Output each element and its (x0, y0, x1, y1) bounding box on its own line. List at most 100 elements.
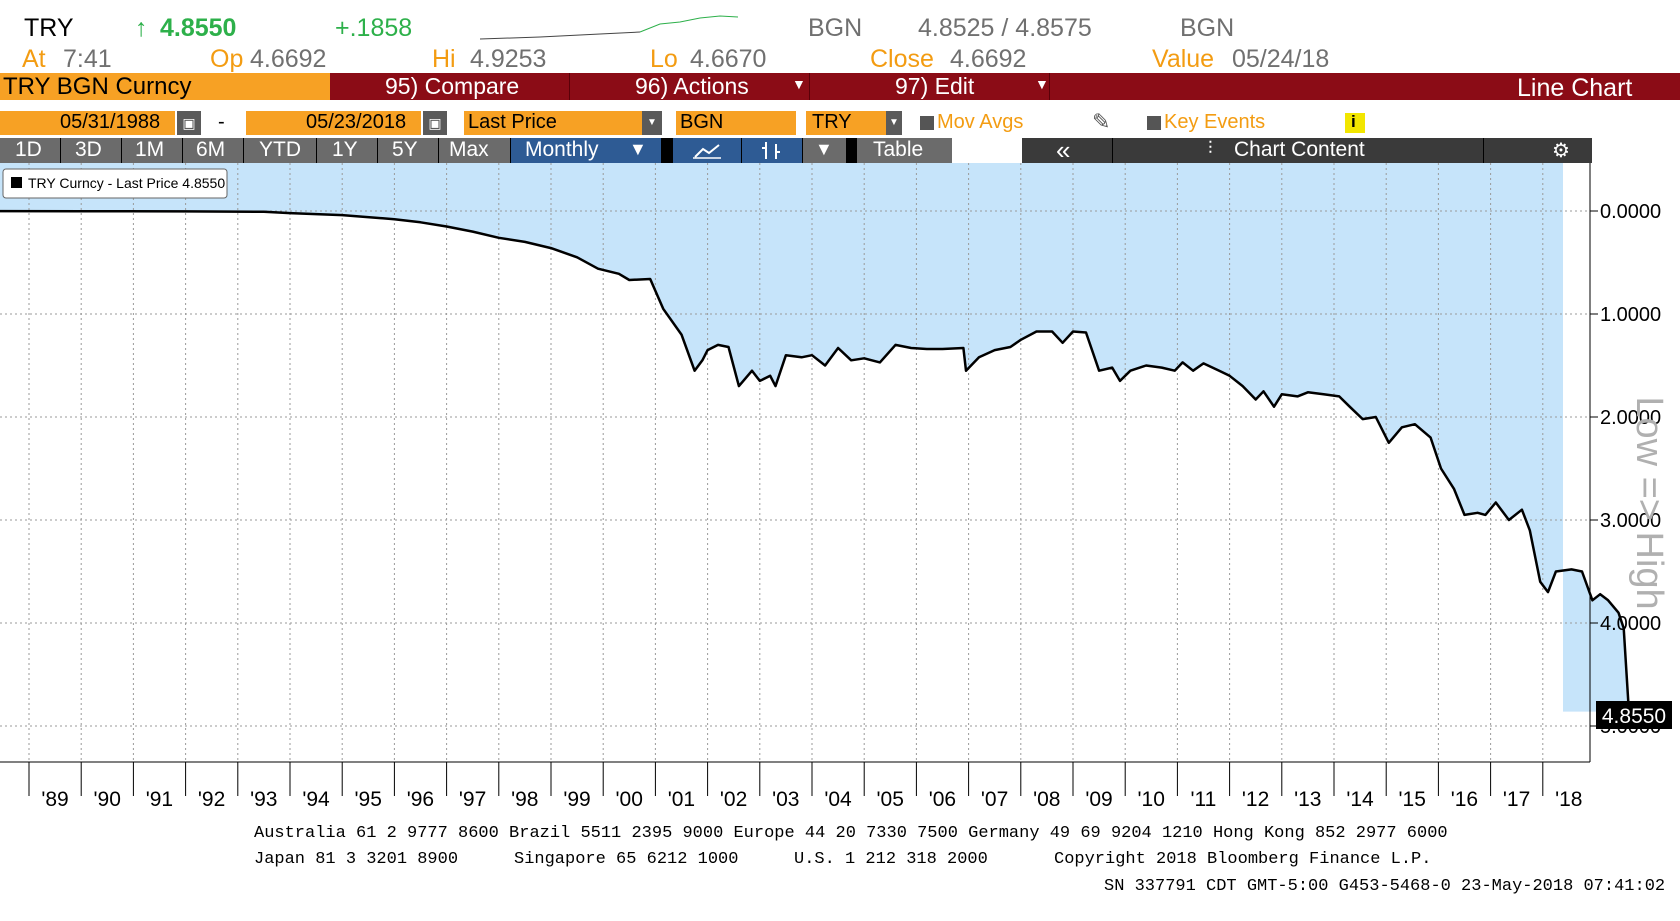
close-label: Close (870, 45, 934, 73)
actions-dropdown-icon: ▼ (792, 76, 806, 92)
footer-contacts: Australia 61 2 9777 8600 Brazil 5511 239… (254, 824, 1448, 843)
bar-chart-type-button[interactable] (742, 138, 802, 163)
x-tick-label: '17 (1503, 788, 1530, 811)
period-5y[interactable]: 5Y (378, 138, 438, 163)
x-tick-label: '15 (1399, 788, 1426, 811)
line-chart-icon (693, 144, 721, 159)
end-calendar-icon[interactable]: ▣ (423, 111, 447, 135)
pencil-icon[interactable]: ✎ (1092, 109, 1111, 134)
actions-label: 96) Actions (635, 73, 749, 99)
x-tick-label: '10 (1138, 788, 1165, 811)
source-select[interactable]: BGN (676, 111, 796, 135)
field-value: Last Price (468, 111, 557, 133)
start-calendar-icon[interactable]: ▣ (177, 111, 201, 135)
period-3d[interactable]: 3D (61, 138, 121, 163)
period-6m[interactable]: 6M (183, 138, 243, 163)
price-line (0, 209, 1631, 712)
mov-avgs-checkbox[interactable] (920, 116, 934, 130)
chart-type-dropdown[interactable]: ▼ (803, 138, 846, 163)
frequency-value: Monthly (525, 138, 599, 161)
collapse-button[interactable]: « (1022, 135, 1112, 165)
period-ytd[interactable]: YTD (244, 138, 316, 163)
x-tick-label: '14 (1346, 788, 1374, 811)
security-field[interactable]: TRY BGN Curncy (0, 73, 330, 100)
x-tick-label: '08 (1033, 788, 1060, 811)
table-button[interactable]: Table (857, 138, 952, 163)
start-date: 05/31/1988 (60, 111, 161, 133)
currency-select[interactable]: TRY (806, 111, 886, 135)
period-1m[interactable]: 1M (122, 138, 182, 163)
x-tick-label: '95 (355, 788, 382, 811)
sparkline (480, 15, 739, 40)
source-value: BGN (680, 111, 724, 133)
actions-menu[interactable]: 96) Actions ▼ (570, 73, 810, 100)
low-label: Lo (650, 45, 678, 73)
x-tick-label: '91 (146, 788, 173, 811)
up-arrow-icon: ↑ (135, 14, 148, 42)
period-1d-label: 1D (15, 138, 42, 161)
line-chart-type-button[interactable] (673, 138, 741, 163)
x-tick-label: '92 (198, 788, 225, 811)
field-select[interactable]: Last Price (464, 111, 642, 135)
low-value: 4.6670 (690, 45, 767, 73)
last-value-label: 4.8550 (1602, 705, 1666, 728)
y-axis-label: Low => High (1628, 396, 1670, 609)
legend-label: TRY Curncy - Last Price 4.8550 (28, 175, 225, 191)
close-value: 4.6692 (950, 45, 1027, 73)
x-tick-label: '00 (616, 788, 643, 811)
high-value: 4.9253 (470, 45, 547, 73)
period-5y-label: 5Y (392, 138, 418, 161)
x-tick-label: '11 (1190, 788, 1216, 811)
x-tick-label: '04 (824, 788, 852, 811)
start-date-field[interactable]: 05/31/1988 (0, 111, 175, 135)
compare-button[interactable]: 95) Compare (330, 73, 570, 100)
currency-value: TRY (812, 111, 852, 133)
high-label: Hi (432, 45, 456, 73)
x-tick-label: '18 (1555, 788, 1582, 811)
price-change: +.1858 (335, 14, 413, 42)
field-dropdown-icon[interactable]: ▼ (642, 111, 662, 135)
chart-type-dropdown-icon: ▼ (815, 139, 833, 159)
end-date-field[interactable]: 05/23/2018 (246, 111, 421, 135)
chart-content-button[interactable]: ⫶ Chart Content (1113, 138, 1483, 163)
period-1d[interactable]: 1D (0, 138, 60, 163)
info-icon-glyph: i (1351, 112, 1356, 131)
double-chevron-left-icon: « (1056, 135, 1071, 165)
chart-content-label: Chart Content (1234, 138, 1365, 161)
x-tick-label: '09 (1085, 788, 1112, 811)
end-date: 05/23/2018 (306, 111, 407, 133)
currency-dropdown-icon[interactable]: ▼ (886, 111, 902, 135)
last-value-tag: 4.8550 (1596, 701, 1672, 729)
x-tick-label: '99 (563, 788, 590, 811)
mov-avgs-label: Mov Avgs (937, 111, 1024, 133)
ticker: TRY (24, 14, 74, 42)
x-tick-label: '12 (1242, 788, 1269, 811)
period-1y-label: 1Y (332, 138, 358, 161)
x-tick-label: '06 (929, 788, 956, 811)
footer-japan: Japan 81 3 3201 8900 (254, 850, 459, 869)
edit-dropdown-icon: ▼ (1035, 76, 1049, 92)
period-1y[interactable]: 1Y (317, 138, 377, 163)
y-tick-label: 1.0000 (1600, 304, 1661, 326)
footer-session: SN 337791 CDT GMT-5:00 G453-5468-0 23-Ma… (1104, 877, 1666, 896)
x-tick-label: '97 (459, 788, 486, 811)
x-tick-label: '01 (668, 788, 695, 811)
legend: TRY Curncy - Last Price 4.8550 (2, 168, 228, 199)
frequency-select[interactable]: Monthly ▼ (511, 138, 661, 163)
source-label-1: BGN (808, 14, 863, 42)
date-dash-label: - (218, 111, 225, 133)
edit-menu[interactable]: 97) Edit ▼ (810, 73, 1050, 100)
info-icon[interactable]: i (1345, 112, 1365, 133)
period-1m-label: 1M (135, 138, 165, 161)
key-events-label: Key Events (1164, 111, 1266, 133)
gear-icon: ⚙ (1552, 140, 1570, 162)
settings-button[interactable]: ⚙ (1484, 138, 1592, 163)
x-tick-label: '05 (877, 788, 904, 811)
y-tick-label: 2.0000 (1600, 407, 1661, 429)
key-events-checkbox[interactable] (1147, 116, 1161, 130)
x-tick-label: '07 (981, 788, 1008, 811)
legend-box (2, 168, 228, 199)
period-max[interactable]: Max (439, 138, 510, 163)
line-chart-icon-line (694, 144, 720, 158)
